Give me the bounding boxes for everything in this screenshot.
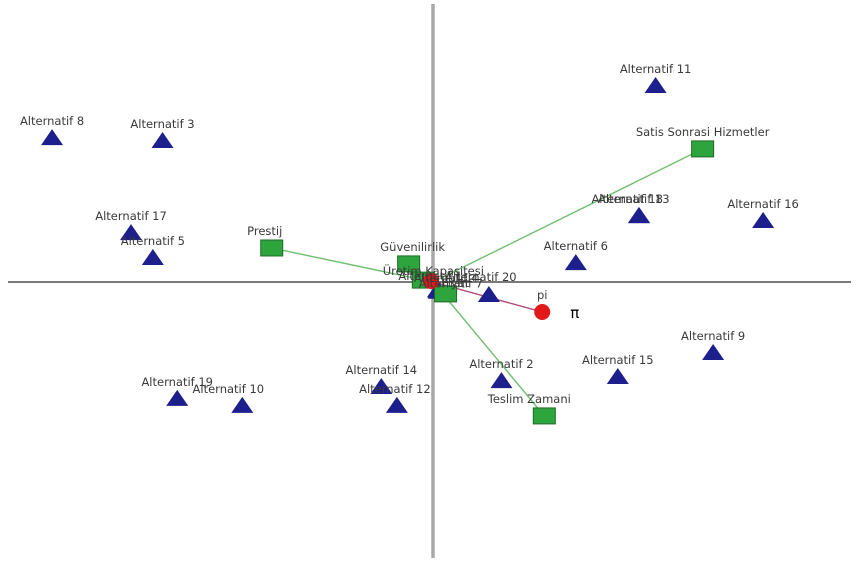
criterion-label-teslim-zamani: Teslim Zamani bbox=[487, 392, 571, 406]
origin-point-marker bbox=[423, 273, 439, 289]
alternative-label-alternatif-17: Alternatif 17 bbox=[95, 209, 167, 223]
point-labels: Alternatif 1 Alternatif 2 Alternatif 3 Alte… bbox=[20, 62, 799, 406]
alternative-marker-alternatif-14 bbox=[370, 378, 393, 395]
alternative-label-alternatif-19: Alternatif 19 bbox=[141, 375, 213, 389]
alternative-label-alternatif-10: Alternatif 10 bbox=[193, 382, 265, 396]
criterion-marker-teslim-zamani bbox=[532, 407, 556, 425]
criterion-marker-satis-sonrasi-hizmetler bbox=[691, 140, 715, 158]
alternative-label-alternatif-9: Alternatif 9 bbox=[681, 329, 745, 343]
pi-point-marker bbox=[534, 303, 551, 320]
criterion-label-satis-sonrasi-hizmetler: Satis Sonrasi Hizmetler bbox=[636, 125, 770, 139]
alternative-label-alternatif-18: Alternatif 18 bbox=[591, 192, 663, 206]
alternative-marker-alternatif-3 bbox=[151, 132, 174, 149]
criterion-label-prestij: Prestij bbox=[247, 224, 282, 238]
alternative-marker-alternatif-11 bbox=[644, 76, 667, 93]
criterion-marker-prestij bbox=[260, 239, 284, 257]
alternative-label-alternatif-8: Alternatif 8 bbox=[20, 114, 84, 128]
alternative-label-alternatif-2: Alternatif 2 bbox=[469, 357, 533, 371]
criterion-marker-fiyat bbox=[434, 285, 458, 303]
criterion-line-teslim-zamani bbox=[432, 281, 545, 417]
alternative-label-alternatif-13: Alternatif 13 bbox=[598, 192, 670, 206]
alternative-marker-alternatif-12 bbox=[385, 396, 408, 413]
alternative-marker-alternatif-6 bbox=[564, 254, 587, 271]
alternative-label-alternatif-16: Alternatif 16 bbox=[727, 197, 799, 211]
alternative-label-alternatif-6: Alternatif 6 bbox=[544, 239, 608, 253]
pi-point-label: pi bbox=[537, 288, 548, 302]
alternative-label-alternatif-14: Alternatif 14 bbox=[346, 363, 418, 377]
alternative-label-alternatif-7: Alternatif 7 bbox=[419, 277, 483, 291]
alternative-label-alternatif-1: Alternatif 1 bbox=[398, 269, 462, 283]
alternative-marker-alternatif-5 bbox=[141, 248, 164, 265]
criterion-line-satis-sonrasi-hizmetler bbox=[432, 148, 703, 283]
alternative-label-alternatif-20: Alternatif 20 bbox=[445, 270, 517, 284]
alternative-label-alternatif-15: Alternatif 15 bbox=[582, 353, 654, 367]
criterion-label-fiyat: Fiyat bbox=[442, 276, 470, 290]
alternative-label-alternatif-4: Alternatif 4 bbox=[414, 271, 478, 285]
alternative-label-alternatif-5: Alternatif 5 bbox=[121, 234, 185, 248]
alternative-marker-alternatif-19 bbox=[166, 389, 189, 406]
alternative-marker-alternatif-20 bbox=[477, 285, 500, 302]
criterion-marker-g-venilirlik bbox=[397, 255, 421, 273]
criterion-label-g-venilirlik: Güvenilirlik bbox=[380, 240, 445, 254]
alternative-marker-alternatif-15 bbox=[606, 368, 629, 385]
alternative-marker-alternatif-17 bbox=[120, 224, 143, 241]
alternative-marker-alternatif-2 bbox=[490, 372, 513, 389]
criterion-line-prestij bbox=[271, 247, 434, 283]
alternative-markers bbox=[41, 76, 775, 413]
alternative-marker-alternatif-9 bbox=[702, 344, 725, 361]
alternative-label-alternatif-11: Alternatif 11 bbox=[620, 62, 692, 76]
pi-symbol-label: π bbox=[570, 304, 579, 322]
alternative-marker-alternatif-10 bbox=[231, 396, 254, 413]
alternative-label-alternatif-3: Alternatif 3 bbox=[130, 117, 194, 131]
pi-marker-group bbox=[423, 273, 551, 320]
alternative-marker-alternatif-18 bbox=[628, 207, 651, 224]
alternative-label-alternatif-12: Alternatif 12 bbox=[359, 382, 431, 396]
criterion-label-retim-kapasitesi: Üretim Kapasitesi bbox=[383, 262, 484, 278]
alternative-marker-alternatif-16 bbox=[752, 211, 775, 228]
alternative-marker-alternatif-8 bbox=[41, 129, 64, 146]
